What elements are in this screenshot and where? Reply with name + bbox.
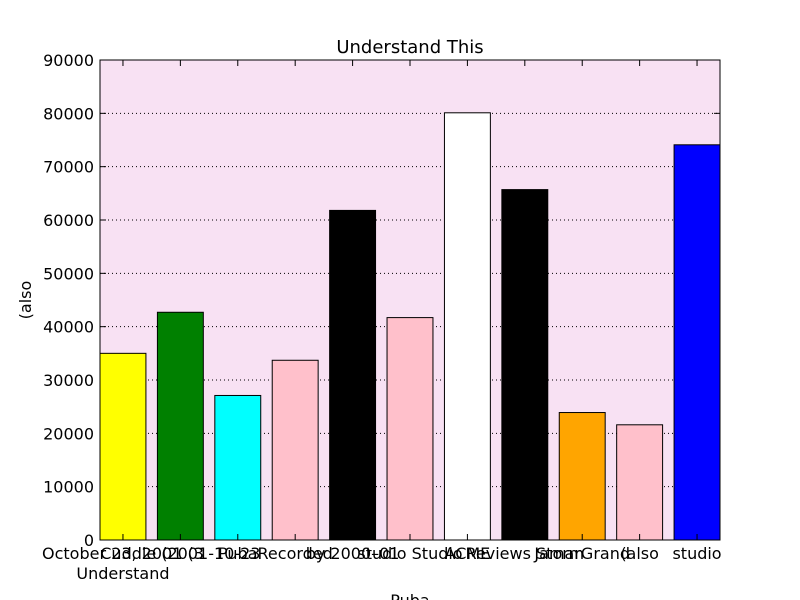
bar (156, 311, 204, 541)
chart-title: Understand This (336, 37, 483, 58)
y-tick-label: 70000 (43, 158, 94, 177)
y-tick-label: 10000 (43, 478, 94, 497)
x-axis-label: Puba (390, 591, 429, 600)
x-tick-label: studio (672, 544, 721, 563)
x-tick-label: studio Studio (357, 544, 462, 563)
y-tick-label: 30000 (43, 371, 94, 390)
bar (616, 424, 664, 541)
bar (501, 189, 549, 541)
y-tick-label: 60000 (43, 211, 94, 230)
x-tick-label: Reviews Storm (466, 544, 585, 563)
y-tick-label: 80000 (43, 104, 94, 123)
x-tick-label: Puba (218, 544, 257, 563)
x-tick-label: by 2000–01 (306, 544, 400, 563)
bar (99, 352, 147, 541)
y-tick-label: 20000 (43, 424, 94, 443)
x-tick-label: JamarGrand (533, 544, 630, 563)
plot-frame (99, 59, 721, 541)
bar (443, 112, 491, 541)
y-axis-label: (also (16, 281, 35, 320)
x-tick-label: ACME (445, 544, 491, 563)
x-tick-label: Cuddle (2001-10-23 (100, 544, 260, 563)
y-tick-label: 90000 (43, 51, 94, 70)
bar (558, 412, 606, 541)
y-tick-label: 0 (84, 531, 94, 550)
bar (329, 209, 377, 541)
bar (673, 144, 721, 541)
bar (386, 317, 434, 541)
bar (271, 359, 319, 541)
x-tick-label: (also (620, 544, 659, 563)
y-tick-label: 50000 (43, 264, 94, 283)
x-tick-label: October 23, 2001 (3 Understand (42, 544, 204, 583)
bar (214, 394, 262, 541)
x-tick-label: Recorded (258, 544, 333, 563)
y-tick-label: 40000 (43, 318, 94, 337)
